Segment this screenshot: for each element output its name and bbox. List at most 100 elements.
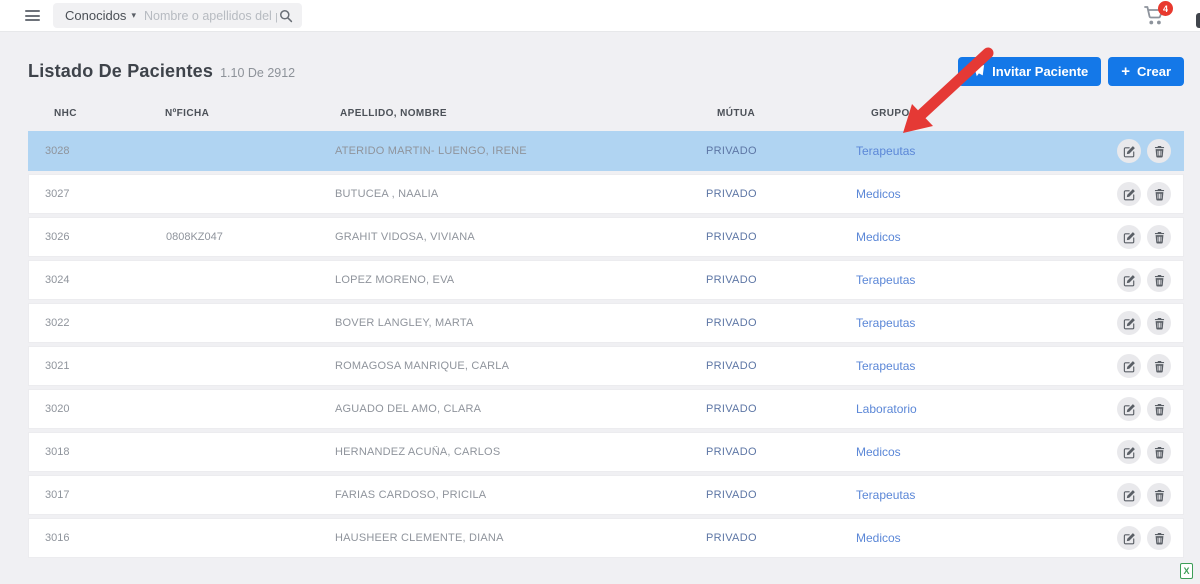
grupo-link[interactable]: Medicos (856, 531, 901, 545)
cell-nombre: GRAHIT VIDOSA, VIVIANA (335, 231, 475, 243)
delete-button[interactable] (1147, 483, 1171, 507)
table-row[interactable]: 3018 HERNANDEZ ACUÑA, CARLOS PRIVADO Med… (28, 432, 1184, 472)
delete-button[interactable] (1147, 311, 1171, 335)
grupo-link[interactable]: Medicos (856, 187, 901, 201)
delete-button[interactable] (1147, 440, 1171, 464)
delete-button[interactable] (1147, 225, 1171, 249)
delete-button[interactable] (1147, 182, 1171, 206)
table-row[interactable]: 3026 0808KZ047 GRAHIT VIDOSA, VIVIANA PR… (28, 217, 1184, 257)
table-row[interactable]: 3022 BOVER LANGLEY, MARTA PRIVADO Terape… (28, 303, 1184, 343)
grupo-link[interactable]: Terapeutas (856, 144, 916, 158)
table-row[interactable]: 3017 FARIAS CARDOSO, PRICILA PRIVADO Ter… (28, 475, 1184, 515)
column-header-grupo: GRUPO (871, 107, 910, 119)
edit-button[interactable] (1117, 139, 1141, 163)
page-head: Listado De Pacientes 1.10 De 2912 Invita… (28, 56, 1184, 86)
cell-nombre: BUTUCEA , NAALIA (335, 188, 439, 200)
table-row[interactable]: 3024 LOPEZ MORENO, EVA PRIVADO Terapeuta… (28, 260, 1184, 300)
edge-cutoff-icon (1196, 13, 1200, 28)
delete-button[interactable] (1147, 139, 1171, 163)
edit-icon (1123, 188, 1135, 200)
cell-nhc: 3024 (45, 274, 70, 286)
delete-button[interactable] (1147, 526, 1171, 550)
cell-nhc: 3016 (45, 532, 70, 544)
grupo-link[interactable]: Medicos (856, 230, 901, 244)
filter-dropdown[interactable]: Conocidos ▾ (53, 3, 144, 28)
delete-button[interactable] (1147, 268, 1171, 292)
edit-button[interactable] (1117, 483, 1141, 507)
invite-patient-label: Invitar Paciente (992, 63, 1089, 79)
cell-nhc: 3021 (45, 360, 70, 372)
cell-nombre: FARIAS CARDOSO, PRICILA (335, 489, 487, 501)
filter-dropdown-label: Conocidos (65, 8, 127, 23)
topbar: Conocidos ▾ 4 (0, 0, 1200, 32)
delete-button[interactable] (1147, 397, 1171, 421)
grupo-link[interactable]: Terapeutas (856, 488, 916, 502)
trash-icon (1154, 188, 1164, 201)
create-button[interactable]: + Crear (1108, 56, 1184, 86)
table-row[interactable]: 3028 ATERIDO MARTIN- LUENGO, IRENE PRIVA… (28, 131, 1184, 171)
edit-icon (1123, 231, 1135, 243)
cell-mutua: PRIVADO (706, 274, 757, 286)
cart-icon (1144, 6, 1164, 25)
table-header-row: NHC NºFICHA APELLIDO, NOMBRE MÚTUA GRUPO (28, 104, 1184, 122)
patients-table: NHC NºFICHA APELLIDO, NOMBRE MÚTUA GRUPO… (28, 104, 1184, 558)
cart-badge: 4 (1158, 1, 1173, 16)
hamburger-menu-icon[interactable] (25, 8, 40, 24)
chevron-down-icon: ▾ (131, 10, 136, 20)
column-header-nhc: NHC (54, 107, 77, 119)
table-row[interactable]: 3021 ROMAGOSA MANRIQUE, CARLA PRIVADO Te… (28, 346, 1184, 386)
cart-button[interactable]: 4 (1142, 1, 1173, 32)
cell-mutua: PRIVADO (706, 403, 757, 415)
edit-button[interactable] (1117, 397, 1141, 421)
create-label: Crear (1137, 63, 1171, 79)
search-input[interactable] (143, 3, 277, 28)
edit-button[interactable] (1117, 268, 1141, 292)
table-row[interactable]: 3027 BUTUCEA , NAALIA PRIVADO Medicos (28, 174, 1184, 214)
edit-icon (1123, 446, 1135, 458)
table-body: 3028 ATERIDO MARTIN- LUENGO, IRENE PRIVA… (28, 131, 1184, 558)
edit-icon (1123, 317, 1135, 329)
table-row[interactable]: 3020 AGUADO DEL AMO, CLARA PRIVADO Labor… (28, 389, 1184, 429)
cell-nombre: ATERIDO MARTIN- LUENGO, IRENE (335, 145, 527, 157)
grupo-link[interactable]: Terapeutas (856, 316, 916, 330)
cell-mutua: PRIVADO (706, 532, 757, 544)
column-header-mutua: MÚTUA (717, 107, 756, 119)
edit-icon (1123, 360, 1135, 372)
plus-icon: + (1121, 62, 1131, 80)
invite-patient-button[interactable]: Invitar Paciente (958, 56, 1102, 86)
cell-nombre: HAUSHEER CLEMENTE, DIANA (335, 532, 504, 544)
search-icon (279, 9, 293, 22)
cell-nombre: BOVER LANGLEY, MARTA (335, 317, 474, 329)
grupo-link[interactable]: Medicos (856, 445, 901, 459)
grupo-link[interactable]: Terapeutas (856, 273, 916, 287)
cell-mutua: PRIVADO (706, 145, 757, 157)
cell-nombre: HERNANDEZ ACUÑA, CARLOS (335, 446, 501, 458)
cell-mutua: PRIVADO (706, 360, 757, 372)
cell-nombre: LOPEZ MORENO, EVA (335, 274, 455, 286)
cell-nhc: 3018 (45, 446, 70, 458)
cell-nombre: ROMAGOSA MANRIQUE, CARLA (335, 360, 510, 372)
table-row[interactable]: 3016 HAUSHEER CLEMENTE, DIANA PRIVADO Me… (28, 518, 1184, 558)
trash-icon (1154, 317, 1164, 330)
edit-button[interactable] (1117, 225, 1141, 249)
column-header-ficha: NºFICHA (165, 107, 210, 119)
page-range: 1.10 De 2912 (220, 66, 296, 80)
cell-nhc: 3022 (45, 317, 70, 329)
cell-nombre: AGUADO DEL AMO, CLARA (335, 403, 482, 415)
delete-button[interactable] (1147, 354, 1171, 378)
trash-icon (1154, 489, 1164, 502)
edit-icon (1123, 274, 1135, 286)
edit-button[interactable] (1117, 440, 1141, 464)
grupo-link[interactable]: Laboratorio (856, 402, 917, 416)
cell-mutua: PRIVADO (706, 317, 757, 329)
cell-nhc: 3026 (45, 231, 70, 243)
edit-button[interactable] (1117, 354, 1141, 378)
edit-button[interactable] (1117, 311, 1141, 335)
edit-icon (1123, 489, 1135, 501)
edit-button[interactable] (1117, 526, 1141, 550)
edit-button[interactable] (1117, 182, 1141, 206)
search-button[interactable] (277, 9, 302, 23)
edit-icon (1123, 532, 1135, 544)
grupo-link[interactable]: Terapeutas (856, 359, 916, 373)
excel-export-icon[interactable]: X (1180, 563, 1193, 579)
